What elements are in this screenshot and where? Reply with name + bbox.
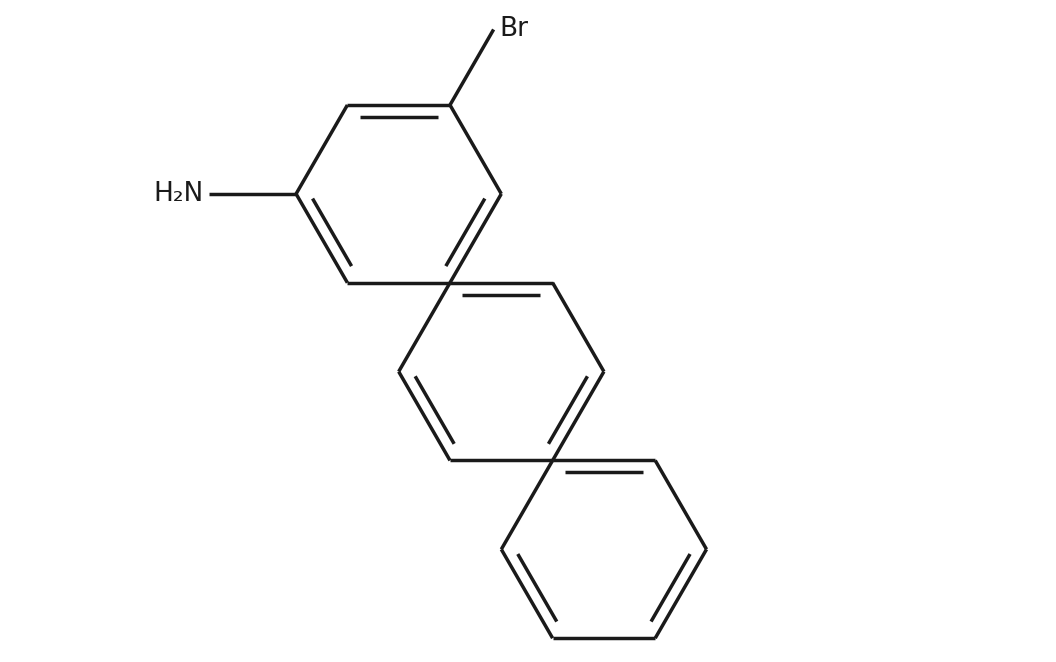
Text: H₂N: H₂N bbox=[153, 181, 204, 207]
Text: Br: Br bbox=[498, 17, 528, 42]
